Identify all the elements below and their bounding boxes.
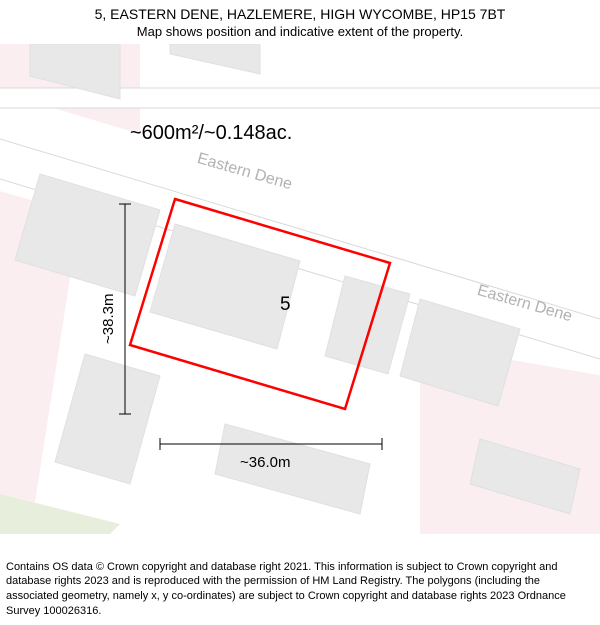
dim-horizontal-label: ~36.0m [240,454,290,471]
plot-number: 5 [280,294,291,316]
area-label: ~600m²/~0.148ac. [130,122,292,145]
page: 5, EASTERN DENE, HAZLEMERE, HIGH WYCOMBE… [0,0,600,625]
map-subtitle: Map shows position and indicative extent… [0,24,600,39]
header: 5, EASTERN DENE, HAZLEMERE, HIGH WYCOMBE… [0,0,600,39]
map-svg [0,44,600,534]
map-title: 5, EASTERN DENE, HAZLEMERE, HIGH WYCOMBE… [0,6,600,22]
map-area: ~600m²/~0.148ac. Eastern Dene Eastern De… [0,44,600,534]
copyright-footer: Contains OS data © Crown copyright and d… [6,560,594,619]
dim-vertical-label: ~38.3m [100,294,117,344]
